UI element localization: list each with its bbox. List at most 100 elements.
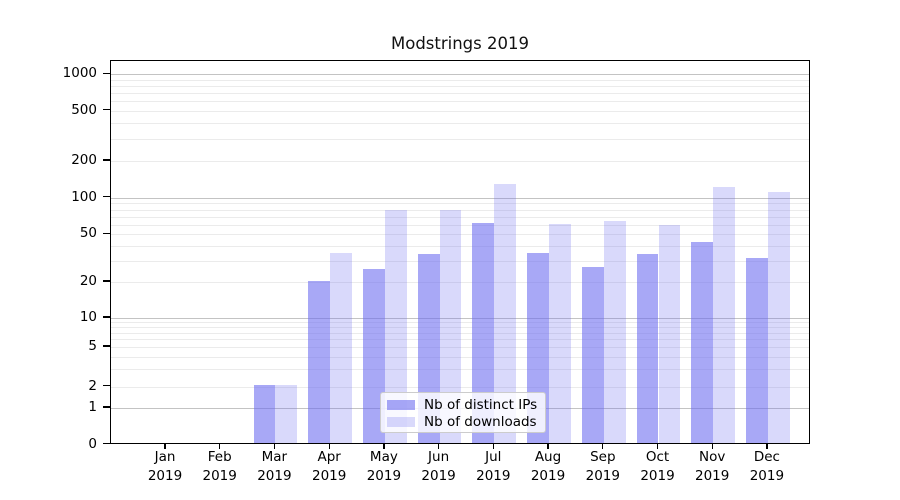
x-tick-mark-mar bbox=[273, 444, 276, 449]
y-tick-mark-500 bbox=[103, 108, 110, 111]
bar-nov-nb-of-distinct-ips bbox=[691, 241, 714, 443]
bar-may-nb-of-distinct-ips bbox=[363, 268, 385, 443]
y-tick-label-100: 100 bbox=[71, 188, 97, 205]
y-tick-mark-20 bbox=[103, 280, 110, 282]
gridline-2 bbox=[111, 386, 809, 388]
x-tick-label-dec: Dec 2019 bbox=[749, 449, 785, 484]
y-tick-mark-100 bbox=[103, 196, 110, 198]
x-tick-mark-sep bbox=[602, 444, 604, 449]
x-tick-label-mar: Mar 2019 bbox=[257, 449, 292, 484]
bar-mar-nb-of-distinct-ips bbox=[253, 385, 276, 443]
gridline-4 bbox=[111, 356, 809, 358]
x-tick-mark-aug bbox=[547, 444, 549, 449]
gridline-500 bbox=[111, 110, 809, 112]
x-tick-label-nov: Nov 2019 bbox=[695, 449, 730, 484]
bar-apr-nb-of-distinct-ips bbox=[308, 280, 331, 443]
y-tick-label-200: 200 bbox=[71, 152, 97, 168]
bar-mar-nb-of-downloads bbox=[275, 385, 298, 443]
x-tick-mark-jan bbox=[164, 444, 166, 449]
y-tick-mark-1 bbox=[103, 406, 110, 408]
gridline-300 bbox=[111, 138, 809, 140]
y-tick-label-50: 50 bbox=[79, 225, 97, 242]
y-tick-label-20: 20 bbox=[79, 273, 97, 289]
plot-area bbox=[110, 60, 810, 444]
gridline-10 bbox=[111, 318, 809, 319]
y-tick-mark-2 bbox=[103, 384, 110, 387]
gridline-70 bbox=[111, 216, 809, 218]
x-tick-label-sep: Sep 2019 bbox=[585, 449, 620, 484]
gridline-9 bbox=[111, 322, 809, 324]
gridline-900 bbox=[111, 79, 809, 81]
bar-dec-nb-of-downloads bbox=[767, 192, 790, 443]
y-tick-label-5: 5 bbox=[88, 338, 97, 354]
bar-dec-nb-of-distinct-ips bbox=[746, 257, 768, 443]
gridline-50 bbox=[111, 234, 809, 236]
gridline-30 bbox=[111, 260, 809, 262]
gridline-40 bbox=[111, 245, 809, 247]
x-tick-mark-oct bbox=[656, 444, 659, 449]
x-tick-label-aug: Aug 2019 bbox=[530, 449, 566, 484]
gridline-90 bbox=[111, 203, 809, 205]
x-tick-mark-dec bbox=[766, 444, 768, 449]
bar-nov-nb-of-downloads bbox=[713, 187, 736, 443]
bar-sep-nb-of-distinct-ips bbox=[581, 266, 604, 443]
y-tick-mark-0 bbox=[103, 442, 110, 445]
legend-entry-downloads: Nb of downloads bbox=[387, 414, 537, 432]
y-tick-label-10: 10 bbox=[79, 309, 97, 325]
bar-oct-nb-of-distinct-ips bbox=[636, 254, 659, 443]
gridline-3 bbox=[111, 369, 809, 370]
gridline-700 bbox=[111, 92, 809, 94]
gridline-200 bbox=[111, 161, 809, 162]
bar-jul-nb-of-distinct-ips bbox=[472, 223, 495, 443]
y-tick-label-1: 1 bbox=[88, 399, 97, 415]
y-tick-label-1000: 1000 bbox=[62, 65, 97, 82]
x-tick-mark-nov bbox=[711, 444, 713, 449]
bar-jun-nb-of-downloads bbox=[439, 210, 462, 443]
gridline-6 bbox=[111, 339, 809, 341]
x-tick-label-jan: Jan 2019 bbox=[147, 449, 183, 484]
legend-label-distinct-ips: Nb of distinct IPs bbox=[424, 396, 538, 413]
bar-jul-nb-of-downloads bbox=[494, 184, 517, 443]
y-tick-mark-5 bbox=[103, 345, 110, 347]
y-tick-mark-10 bbox=[103, 316, 110, 318]
x-tick-mark-feb bbox=[219, 444, 221, 449]
y-tick-label-500: 500 bbox=[71, 101, 97, 118]
chart-title: Modstrings 2019 bbox=[390, 34, 529, 53]
x-tick-label-feb: Feb 2019 bbox=[202, 449, 237, 484]
x-tick-label-apr: Apr 2019 bbox=[312, 449, 347, 484]
bar-sep-nb-of-downloads bbox=[603, 220, 626, 443]
bar-may-nb-of-downloads bbox=[384, 210, 407, 443]
gridline-20 bbox=[111, 282, 809, 283]
bar-oct-nb-of-downloads bbox=[658, 225, 681, 443]
gridline-800 bbox=[111, 86, 809, 87]
y-tick-mark-200 bbox=[103, 159, 110, 161]
y-tick-mark-50 bbox=[103, 232, 110, 234]
gridline-80 bbox=[111, 209, 809, 211]
gridline-60 bbox=[111, 224, 809, 226]
legend-label-downloads: Nb of downloads bbox=[424, 414, 537, 431]
gridline-7 bbox=[111, 332, 809, 334]
gridline-5 bbox=[111, 347, 809, 348]
x-tick-label-jun: Jun 2019 bbox=[421, 449, 456, 484]
legend-entry-distinct-ips: Nb of distinct IPs bbox=[387, 396, 537, 414]
gridline-1000 bbox=[111, 74, 809, 76]
x-tick-label-jul: Jul 2019 bbox=[476, 449, 511, 484]
gridline-400 bbox=[111, 122, 809, 124]
y-tick-mark-1000 bbox=[103, 72, 110, 74]
bar-aug-nb-of-downloads bbox=[549, 224, 571, 443]
bar-apr-nb-of-downloads bbox=[330, 252, 353, 443]
gridline-8 bbox=[111, 327, 809, 329]
x-tick-label-may: May 2019 bbox=[366, 449, 402, 484]
x-tick-mark-may bbox=[383, 444, 385, 449]
y-tick-label-0: 0 bbox=[88, 435, 97, 452]
x-tick-label-oct: Oct 2019 bbox=[640, 449, 675, 484]
y-tick-label-2: 2 bbox=[88, 377, 97, 394]
gridline-100 bbox=[111, 197, 809, 199]
x-tick-mark-jun bbox=[437, 444, 440, 449]
x-tick-mark-apr bbox=[328, 444, 330, 449]
legend: Nb of distinct IPs Nb of downloads bbox=[380, 392, 546, 433]
legend-swatch-distinct-ips-icon bbox=[387, 399, 415, 410]
legend-swatch-downloads-icon bbox=[387, 417, 415, 428]
x-tick-mark-jul bbox=[492, 444, 494, 449]
